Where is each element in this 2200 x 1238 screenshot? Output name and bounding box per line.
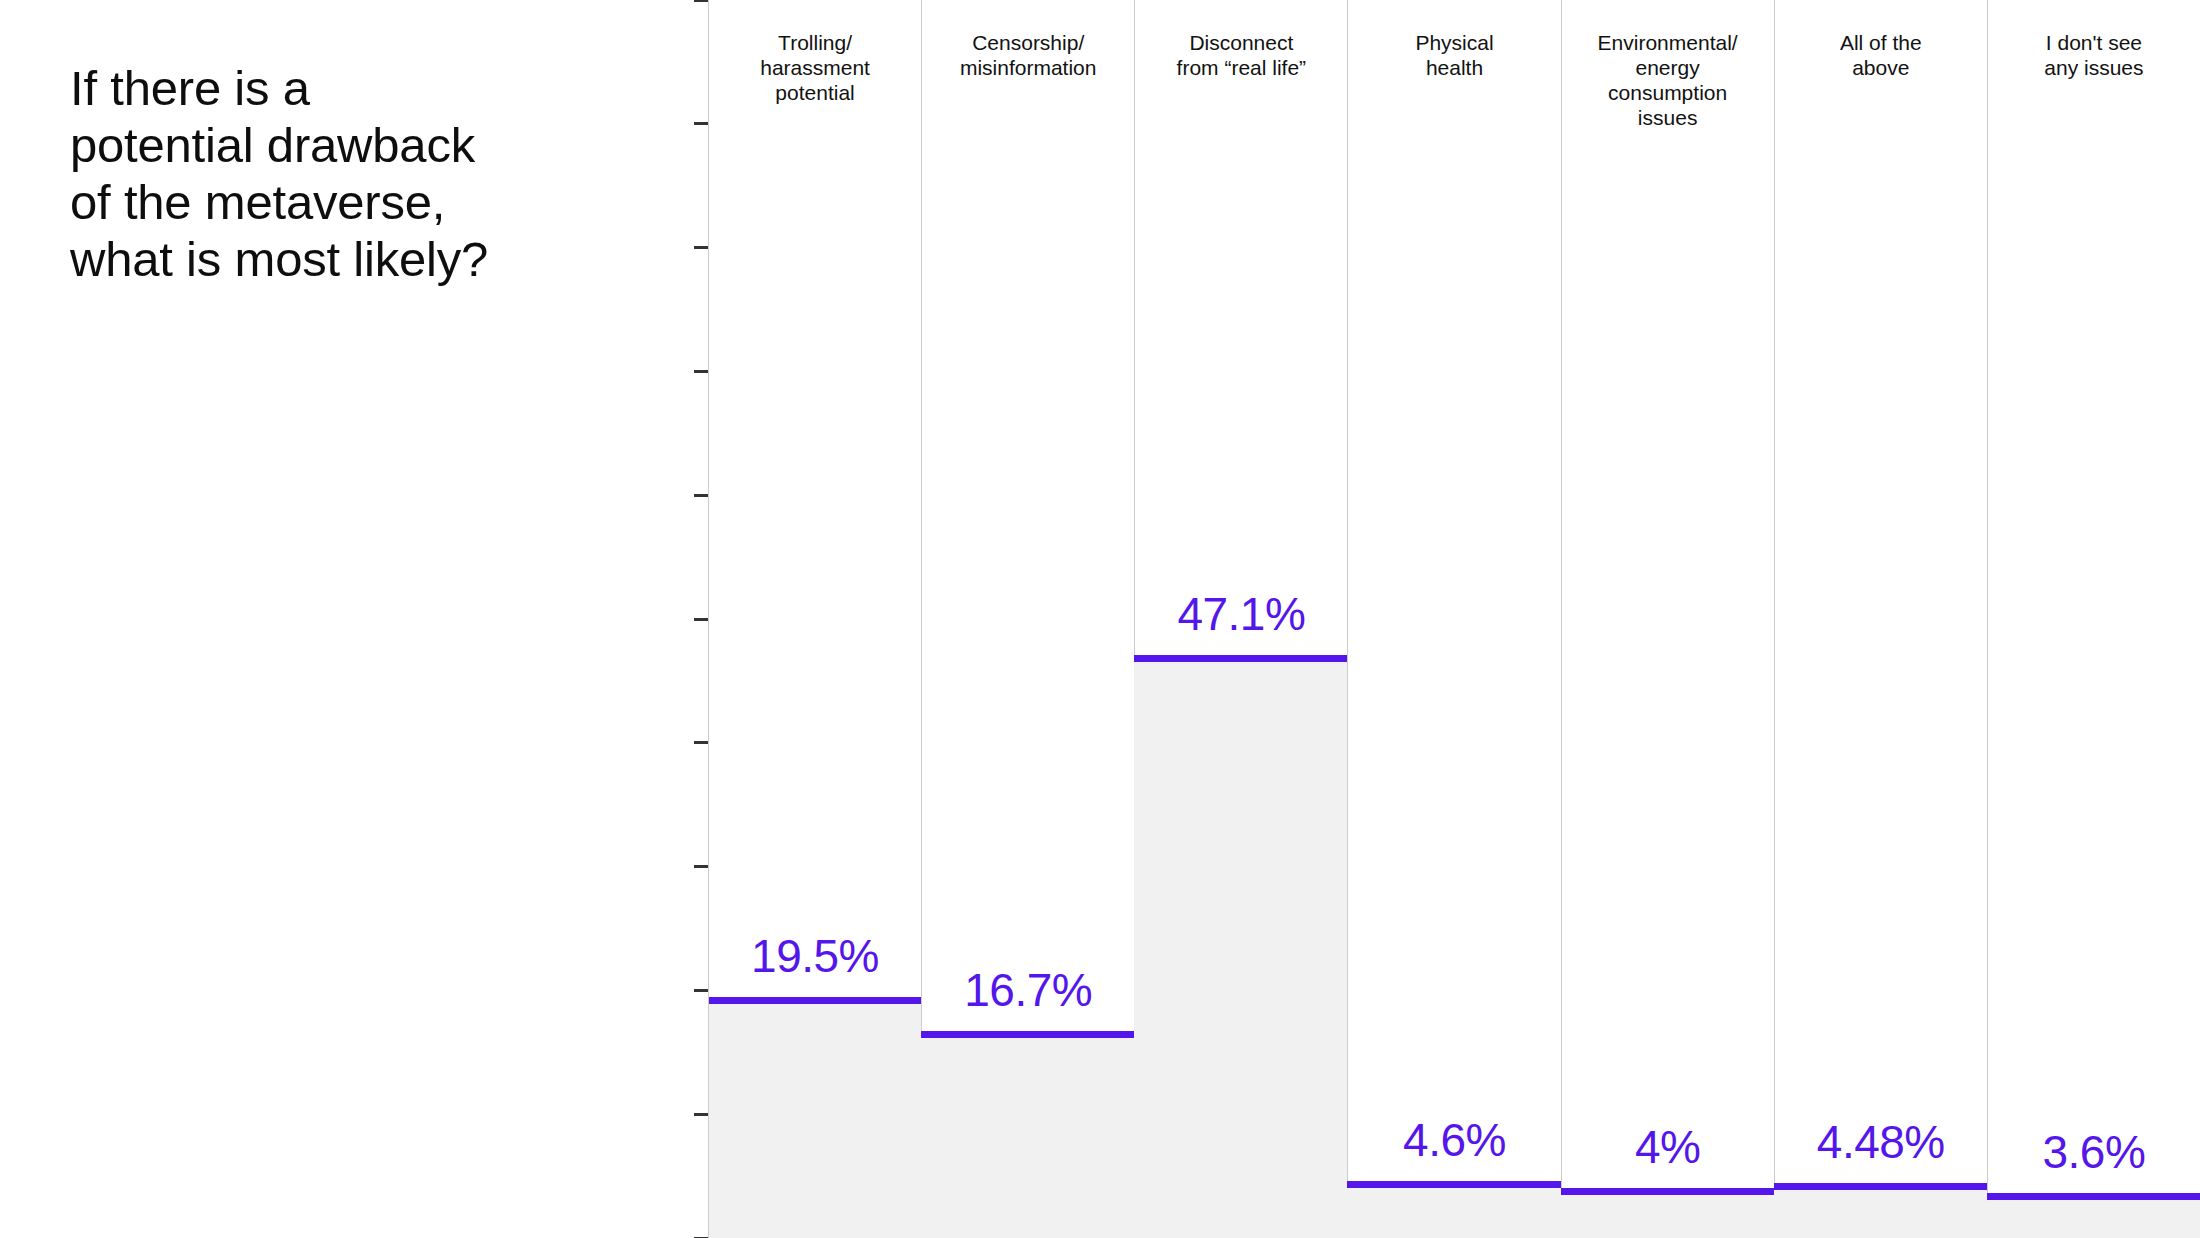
bar-value-label: 3.6%	[1988, 1125, 2200, 1179]
column-category-label: Trolling/ harassment potential	[711, 30, 919, 105]
axis-tick	[694, 494, 708, 497]
bar	[1561, 1188, 1774, 1238]
axis-tick	[694, 618, 708, 621]
axis-tick	[694, 0, 708, 2]
bar	[709, 997, 921, 1238]
axis-tick	[694, 989, 708, 992]
axis-tick	[694, 741, 708, 744]
column-category-label: Physical health	[1350, 30, 1558, 80]
chart-area: Trolling/ harassment potential 19.5% Cen…	[708, 0, 2200, 1238]
bar-value-label: 4%	[1562, 1120, 1774, 1174]
axis-tick	[694, 370, 708, 373]
bar-value-label: 19.5%	[709, 929, 921, 983]
chart-column: Physical health 4.6%	[1347, 0, 1560, 1238]
chart-column: Disconnect from “real life” 47.1%	[1134, 0, 1347, 1238]
chart-title: If there is a potential drawback of the …	[70, 60, 610, 288]
bar-value-label: 4.6%	[1348, 1113, 1560, 1167]
column-category-label: Environmental/ energy consumption issues	[1564, 30, 1772, 130]
chart-column: All of the above 4.48%	[1774, 0, 1987, 1238]
bar-value-label: 4.48%	[1775, 1115, 1987, 1169]
bar	[1134, 655, 1347, 1238]
axis-tick	[694, 1113, 708, 1116]
chart-column: Environmental/ energy consumption issues…	[1561, 0, 1774, 1238]
axis-tick	[694, 865, 708, 868]
bar	[1987, 1193, 2200, 1238]
chart-column: Trolling/ harassment potential 19.5%	[708, 0, 921, 1238]
column-category-label: Disconnect from “real life”	[1137, 30, 1345, 80]
axis-tick	[694, 246, 708, 249]
axis-tick	[694, 122, 708, 125]
bar	[1774, 1183, 1987, 1238]
bar	[1347, 1181, 1560, 1238]
column-category-label: All of the above	[1777, 30, 1985, 80]
chart-column: Censorship/ misinformation 16.7%	[921, 0, 1134, 1238]
chart-column: I don't see any issues 3.6%	[1987, 0, 2200, 1238]
column-category-label: Censorship/ misinformation	[924, 30, 1132, 80]
bar	[921, 1031, 1134, 1238]
bar-value-label: 16.7%	[922, 963, 1134, 1017]
chart-canvas: If there is a potential drawback of the …	[0, 0, 2200, 1238]
axis-ticks	[694, 0, 708, 1238]
bar-value-label: 47.1%	[1135, 587, 1347, 641]
column-category-label: I don't see any issues	[1990, 30, 2198, 80]
